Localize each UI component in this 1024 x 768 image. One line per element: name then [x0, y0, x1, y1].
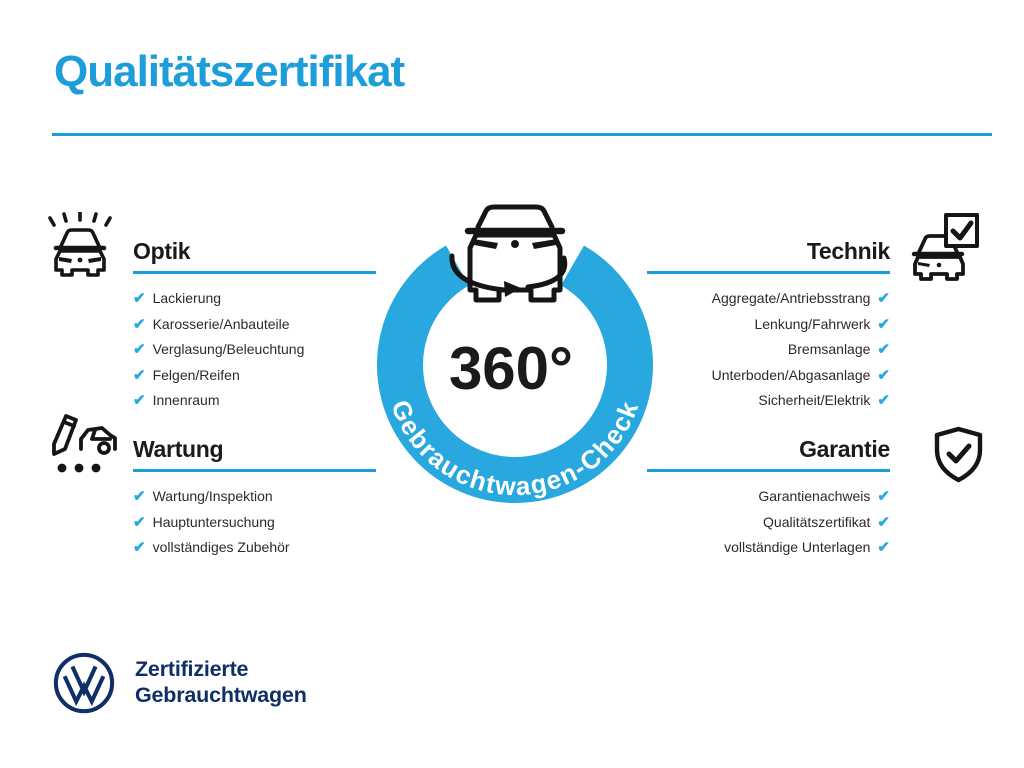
- check-icon: ✔: [877, 539, 890, 556]
- list-item-label: Karosserie/Anbauteile: [152, 315, 290, 332]
- check-icon: ✔: [877, 513, 890, 531]
- list-item: ✔ Verglasung/Beleuchtung: [133, 337, 392, 363]
- badge-360-check: Gebrauchtwagen-Check 360°: [377, 204, 653, 503]
- list-item: Lenkung/Fahrwerk ✔: [631, 312, 890, 338]
- list-item-label: Felgen/Reifen: [152, 366, 240, 383]
- list-item-label: vollständige Unterlagen: [724, 539, 871, 555]
- list-item-label: Garantienachweis: [758, 488, 871, 504]
- check-icon: ✔: [133, 392, 146, 409]
- list-item: Garantienachweis ✔: [631, 484, 890, 510]
- section-wartung: Wartung ✔ Wartung/Inspektion ✔ Hauptunters…: [133, 438, 392, 561]
- vw-logo: [53, 652, 115, 714]
- check-icon: ✔: [133, 366, 146, 384]
- brand-line1: Zertifizierte: [135, 657, 249, 681]
- list-item-label: Hauptuntersuchung: [152, 513, 275, 530]
- section-technik: Technik Aggregate/Antriebsstrang ✔ Lenkun…: [631, 240, 890, 414]
- brand-line2: Gebrauchtwagen: [135, 683, 307, 707]
- list-item: Aggregate/Antriebsstrang ✔: [631, 286, 890, 312]
- section-title-garantie: Garantie: [799, 436, 890, 462]
- list-item-label: Bremsanlage: [787, 341, 871, 357]
- checklist-wartung: ✔ Wartung/Inspektion ✔ Hauptuntersuchung ✔…: [133, 484, 392, 561]
- car-360-rotation-icon: [449, 204, 568, 303]
- list-item: ✔ Wartung/Inspektion: [133, 484, 392, 510]
- section-garantie: Garantie Garantienachweis ✔ Qualitätszert…: [631, 438, 890, 561]
- section-title-optik: Optik: [133, 238, 191, 264]
- checklist-technik: Aggregate/Antriebsstrang ✔ Lenkung/Fahrwe…: [631, 286, 890, 414]
- list-item: Unterboden/Abgasanlage ✔: [631, 363, 890, 389]
- section-rule: [133, 469, 376, 472]
- check-icon: ✔: [133, 315, 146, 333]
- list-item-label: Unterboden/Abgasanlage: [711, 366, 871, 383]
- section-title-technik: Technik: [806, 238, 890, 264]
- check-icon: ✔: [133, 539, 146, 556]
- list-item-label: Lenkung/Fahrwerk: [754, 315, 871, 332]
- list-item-label: Qualitätszertifikat: [763, 513, 871, 530]
- list-item-label: Innenraum: [152, 392, 220, 408]
- section-title-wartung: Wartung: [133, 436, 224, 462]
- list-item: ✔ Felgen/Reifen: [133, 363, 392, 389]
- list-item: ✔ vollständiges Zubehör: [133, 535, 392, 561]
- list-item: ✔ Hauptuntersuchung: [133, 510, 392, 536]
- checklist-garantie: Garantienachweis ✔ Qualitätszertifikat ✔ v…: [631, 484, 890, 561]
- list-item-label: Verglasung/Beleuchtung: [152, 341, 305, 357]
- pencil-car-checklist-icon: [52, 414, 117, 473]
- car-checkbox-icon: [911, 213, 979, 281]
- list-item-label: Sicherheit/Elektrik: [758, 392, 871, 408]
- check-icon: ✔: [877, 366, 890, 384]
- list-item: Sicherheit/Elektrik ✔: [631, 388, 890, 414]
- check-icon: ✔: [133, 513, 146, 531]
- car-shine-icon: [48, 212, 112, 277]
- check-icon: ✔: [877, 290, 890, 307]
- title-divider: [52, 133, 992, 136]
- check-icon: ✔: [877, 392, 890, 409]
- brand-text: Zertifizierte Gebrauchtwagen: [135, 656, 307, 708]
- section-rule: [647, 271, 890, 274]
- list-item-label: Aggregate/Antriebsstrang: [711, 290, 871, 306]
- section-rule: [133, 271, 376, 274]
- checklist-optik: ✔ Lackierung ✔ Karosserie/Anbauteile ✔ Verg…: [133, 286, 392, 414]
- badge-360-value: 360°: [449, 335, 573, 402]
- check-icon: ✔: [133, 290, 146, 307]
- list-item-label: Lackierung: [152, 290, 222, 306]
- list-item: vollständige Unterlagen ✔: [631, 535, 890, 561]
- check-icon: ✔: [877, 315, 890, 333]
- page-title: Qualitätszertifikat: [54, 47, 405, 96]
- list-item: Qualitätszertifikat ✔: [631, 510, 890, 536]
- list-item: ✔ Karosserie/Anbauteile: [133, 312, 392, 338]
- section-optik: Optik ✔ Lackierung ✔ Karosserie/Anbauteile…: [133, 240, 392, 414]
- ring-arc: [377, 245, 653, 503]
- list-item: ✔ Innenraum: [133, 388, 392, 414]
- section-rule: [647, 469, 890, 472]
- list-item: ✔ Lackierung: [133, 286, 392, 312]
- shield-check-icon: [934, 426, 983, 483]
- list-item-label: vollständiges Zubehör: [152, 539, 290, 555]
- check-icon: ✔: [877, 341, 890, 358]
- check-icon: ✔: [877, 488, 890, 505]
- check-icon: ✔: [133, 488, 146, 505]
- list-item-label: Wartung/Inspektion: [152, 488, 273, 504]
- check-icon: ✔: [133, 341, 146, 358]
- list-item: Bremsanlage ✔: [631, 337, 890, 363]
